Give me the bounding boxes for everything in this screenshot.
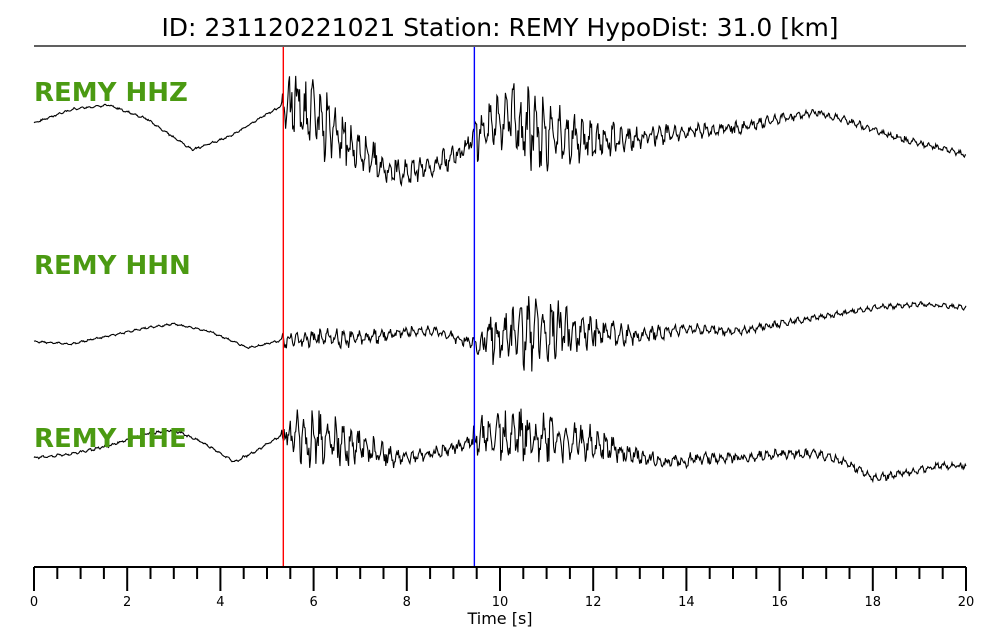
chart-title: ID: 231120221021 Station: REMY HypoDist:…: [161, 13, 838, 42]
trace-label-remy-hhz: REMY HHZ: [34, 78, 188, 108]
x-tick-label: 14: [678, 595, 695, 610]
x-tick-label: 18: [865, 595, 882, 610]
trace-label-remy-hhe: REMY HHE: [34, 424, 187, 454]
phase-picks-group: [282, 47, 476, 567]
x-tick-label: 16: [771, 595, 788, 610]
trace-remy-hhe: [33, 408, 967, 484]
x-tick-label: 0: [30, 595, 38, 610]
traces-group: [33, 75, 967, 484]
x-tick-label: 6: [309, 595, 317, 610]
trace-labels-group: REMY HHZ REMY HHN REMY HHE: [34, 78, 191, 454]
x-tick-label: 2: [123, 595, 131, 610]
x-tick-label: 8: [403, 595, 411, 610]
trace-remy-hhn: [33, 296, 967, 372]
x-tick-label: 20: [958, 595, 975, 610]
trace-remy-hhz: [33, 75, 967, 187]
x-tick-label: 10: [492, 595, 509, 610]
x-tick-label: 12: [585, 595, 602, 610]
x-axis: 0 2 4 6 8 10 12 14 16 18 20: [30, 566, 975, 610]
x-tick-label: 4: [216, 595, 224, 610]
trace-label-remy-hhn: REMY HHN: [34, 251, 191, 281]
x-axis-label: Time [s]: [466, 609, 532, 628]
